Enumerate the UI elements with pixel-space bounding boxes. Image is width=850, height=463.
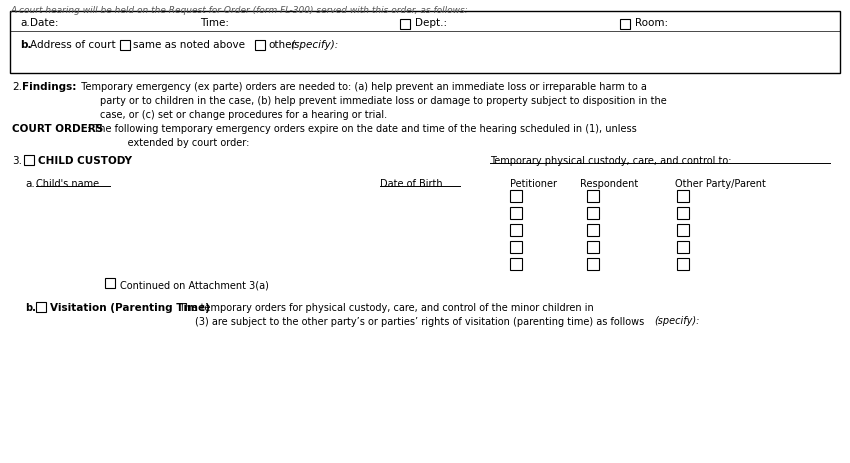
Text: Temporary emergency (ex parte) orders are needed to: (a) help prevent an immedia: Temporary emergency (ex parte) orders ar… bbox=[75, 82, 666, 120]
Text: Petitioner: Petitioner bbox=[510, 179, 557, 188]
Text: b.: b. bbox=[25, 302, 36, 313]
Bar bbox=[255, 41, 265, 51]
Text: Date:: Date: bbox=[30, 18, 59, 28]
Text: a.: a. bbox=[20, 18, 30, 28]
Bar bbox=[24, 156, 34, 166]
Bar bbox=[120, 41, 130, 51]
Bar bbox=[677, 225, 689, 237]
Bar bbox=[510, 258, 522, 270]
Bar bbox=[587, 207, 599, 219]
Text: Address of court: Address of court bbox=[30, 40, 116, 50]
Text: (specify):: (specify): bbox=[654, 315, 700, 325]
Text: Temporary physical custody, care, and control to:: Temporary physical custody, care, and co… bbox=[490, 156, 732, 166]
Bar bbox=[510, 207, 522, 219]
Bar bbox=[620, 20, 630, 30]
Text: a.: a. bbox=[25, 179, 35, 188]
Text: Child's name: Child's name bbox=[36, 179, 99, 188]
Text: b.: b. bbox=[20, 40, 31, 50]
Text: A court hearing will be held on the Request for Order (form FL-300) served with : A court hearing will be held on the Requ… bbox=[10, 6, 468, 15]
Bar bbox=[677, 242, 689, 253]
Bar bbox=[510, 191, 522, 203]
Text: Findings:: Findings: bbox=[22, 82, 76, 92]
Bar bbox=[587, 191, 599, 203]
Text: Dept.:: Dept.: bbox=[415, 18, 447, 28]
Bar bbox=[105, 278, 115, 288]
Text: 3.: 3. bbox=[12, 156, 22, 166]
Text: Visitation (Parenting Time): Visitation (Parenting Time) bbox=[50, 302, 210, 313]
Text: CHILD CUSTODY: CHILD CUSTODY bbox=[38, 156, 132, 166]
Bar bbox=[587, 242, 599, 253]
Text: Date of Birth: Date of Birth bbox=[380, 179, 443, 188]
Bar bbox=[36, 302, 46, 313]
Bar bbox=[587, 225, 599, 237]
Text: 2.: 2. bbox=[12, 82, 22, 92]
Text: same as noted above: same as noted above bbox=[133, 40, 245, 50]
Bar bbox=[510, 225, 522, 237]
Bar bbox=[510, 242, 522, 253]
Text: Respondent: Respondent bbox=[580, 179, 638, 188]
Bar bbox=[10, 12, 840, 74]
Bar bbox=[677, 258, 689, 270]
Text: Other Party/Parent: Other Party/Parent bbox=[675, 179, 766, 188]
Text: : The following temporary emergency orders expire on the date and time of the he: : The following temporary emergency orde… bbox=[87, 124, 637, 148]
Text: COURT ORDERS: COURT ORDERS bbox=[12, 124, 103, 134]
Text: Continued on Attachment 3(a): Continued on Attachment 3(a) bbox=[120, 279, 269, 289]
Bar bbox=[587, 258, 599, 270]
Text: The temporary orders for physical custody, care, and control of the minor childr: The temporary orders for physical custod… bbox=[170, 302, 644, 326]
Text: other: other bbox=[268, 40, 296, 50]
Text: Time:: Time: bbox=[200, 18, 229, 28]
Bar bbox=[677, 207, 689, 219]
Bar bbox=[677, 191, 689, 203]
Text: (specify):: (specify): bbox=[290, 40, 338, 50]
Bar bbox=[400, 20, 410, 30]
Text: Room:: Room: bbox=[635, 18, 668, 28]
